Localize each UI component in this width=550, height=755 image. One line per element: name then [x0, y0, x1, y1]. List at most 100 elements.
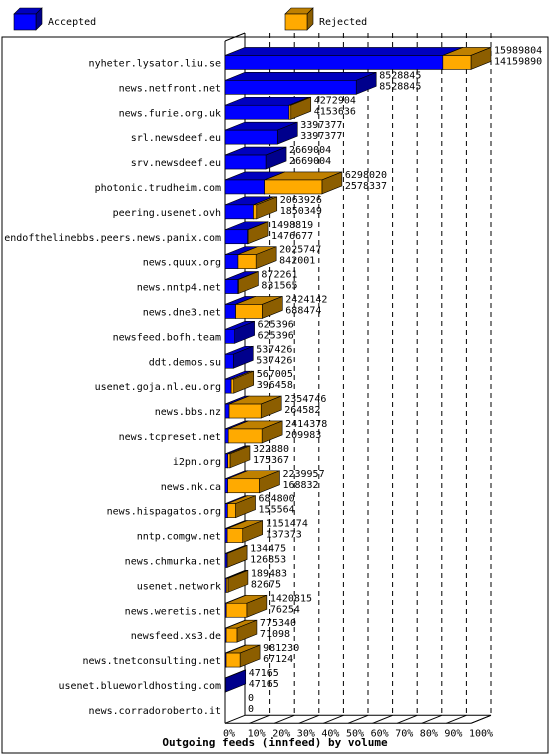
value-label-accepted: 14159890: [494, 56, 542, 67]
category-label: news.dne3.net: [143, 307, 221, 318]
floor-grid-line: [249, 714, 270, 724]
floor-grid-line: [421, 714, 442, 724]
value-label-offered: 537426: [256, 344, 292, 355]
bar-rejected: [227, 445, 251, 469]
category-label: i2pn.org: [173, 457, 221, 468]
value-label-offered: 981230: [263, 643, 299, 654]
value-label-offered: 47165: [249, 668, 279, 679]
floor-grid-line: [274, 714, 295, 724]
bar-accepted: [224, 146, 287, 170]
category-label: news.furie.org.uk: [119, 108, 221, 119]
bar-rejected: [226, 545, 248, 568]
bar-rejected: [227, 470, 280, 494]
value-label-offered: 1151474: [266, 519, 308, 530]
value-label-accepted: 175367: [253, 455, 289, 466]
bar-rejected: [237, 246, 277, 270]
category-label: news.hispagatos.org: [107, 507, 221, 518]
category-label: news.quux.org: [143, 258, 221, 269]
x-tick-label: 80%: [420, 728, 438, 739]
floor-grid-line: [298, 714, 319, 724]
bar-rejected: [253, 196, 278, 220]
floor-grid-line: [446, 714, 467, 724]
bar-rejected: [235, 296, 283, 319]
value-label-accepted: 831565: [261, 281, 297, 292]
value-label-accepted: 0: [248, 704, 254, 715]
value-label-accepted: 2669004: [289, 156, 331, 167]
bar-rejected: [225, 594, 268, 618]
bar-rejected: [228, 395, 282, 419]
category-label: ddt.demos.su: [149, 357, 221, 368]
x-tick-label: 100%: [469, 728, 493, 739]
category-label: news.nk.ca: [161, 482, 221, 493]
value-label-accepted: 842001: [279, 256, 315, 267]
bar-rejected: [247, 221, 269, 245]
category-label: srl.newsdeef.eu: [131, 133, 221, 144]
category-label: endofthelinebbs.peers.news.panix.com: [4, 233, 221, 244]
value-label-offered: 4272904: [314, 95, 356, 106]
bar-rejected: [227, 495, 256, 519]
category-label: news.bbs.nz: [155, 407, 221, 418]
value-label-offered: 872261: [261, 270, 297, 281]
category-label: news.netfront.net: [119, 83, 221, 94]
x-axis: 0% 10% 20% 30% 40% 50% 60% 70% 80% 90% 100%: [223, 728, 493, 739]
x-tick-label: 70%: [395, 728, 413, 739]
value-label-offered: 567005: [257, 369, 293, 380]
category-label: news.chmurka.net: [125, 556, 221, 567]
bar-accepted: [224, 320, 255, 344]
value-label-offered: 0: [248, 693, 254, 704]
value-label-accepted: 8528845: [379, 81, 421, 92]
floor-grid-line: [470, 714, 492, 724]
bar-rejected: [237, 271, 259, 294]
value-label-offered: 2063926: [280, 195, 322, 206]
floor-grid-line: [372, 714, 393, 724]
x-tick-label: 30%: [297, 728, 315, 739]
category-label: srv.newsdeef.eu: [131, 158, 221, 169]
value-label-accepted: 155564: [259, 505, 295, 516]
value-label-accepted: 264582: [284, 405, 320, 416]
legend-swatch-accepted: [13, 13, 37, 31]
value-label-offered: 6298020: [345, 170, 387, 181]
value-label-offered: 775340: [260, 618, 296, 629]
bar-accepted: [224, 669, 247, 693]
category-label: news.tcpreset.net: [119, 432, 221, 443]
value-label-accepted: 71098: [260, 629, 290, 640]
floor-grid-line: [224, 714, 246, 724]
bar-rejected: [225, 619, 258, 643]
x-tick-label: 50%: [346, 728, 364, 739]
legend-label-rejected: Rejected: [319, 17, 367, 28]
bar-rejected: [225, 569, 249, 593]
value-label-accepted: 67124: [263, 654, 293, 665]
bar-rejected: [227, 420, 283, 444]
value-label-accepted: 688474: [285, 305, 321, 316]
category-label: usenet.goja.nl.eu.org: [95, 382, 221, 393]
bar-rejected: [264, 171, 343, 195]
bar-row: 00: [248, 693, 254, 715]
category-label: photonic.trudheim.com: [95, 183, 221, 194]
category-label: nyheter.lysator.liu.se: [89, 58, 221, 69]
x-tick-label: 20%: [272, 728, 290, 739]
value-label-offered: 2354746: [284, 394, 326, 405]
value-label-offered: 1420815: [270, 593, 312, 604]
value-label-offered: 189483: [251, 568, 287, 579]
value-label-offered: 2239957: [282, 469, 324, 480]
x-tick-label: 10%: [248, 728, 266, 739]
value-label-accepted: 396458: [257, 380, 293, 391]
category-label: newsfeed.bofh.team: [113, 332, 221, 343]
value-label-accepted: 1476677: [271, 231, 313, 242]
